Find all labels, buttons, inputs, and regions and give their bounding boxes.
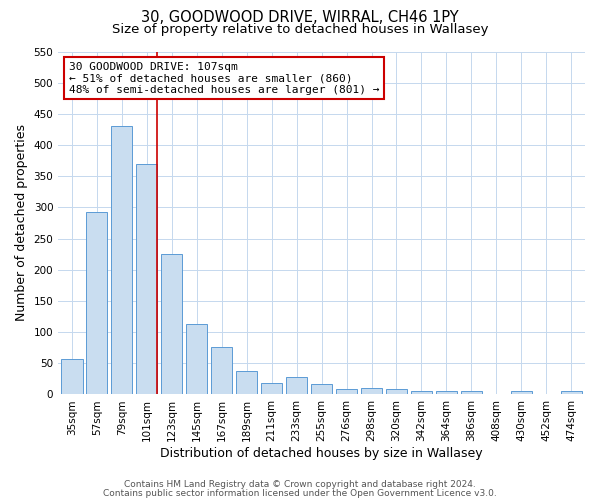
Bar [436,392,457,394]
Bar [361,388,382,394]
Y-axis label: Number of detached properties: Number of detached properties [15,124,28,322]
Text: Contains public sector information licensed under the Open Government Licence v3: Contains public sector information licen… [103,488,497,498]
Bar [61,359,83,394]
Bar [111,126,133,394]
Bar [236,372,257,394]
Bar [186,324,208,394]
Bar [336,390,357,394]
Text: Contains HM Land Registry data © Crown copyright and database right 2024.: Contains HM Land Registry data © Crown c… [124,480,476,489]
Text: 30 GOODWOOD DRIVE: 107sqm
← 51% of detached houses are smaller (860)
48% of semi: 30 GOODWOOD DRIVE: 107sqm ← 51% of detac… [69,62,379,95]
Bar [86,212,107,394]
Text: 30, GOODWOOD DRIVE, WIRRAL, CH46 1PY: 30, GOODWOOD DRIVE, WIRRAL, CH46 1PY [141,10,459,25]
Bar [386,390,407,394]
Bar [511,392,532,394]
Bar [560,392,582,394]
Bar [311,384,332,394]
Bar [461,390,482,394]
Bar [411,392,432,394]
Bar [161,254,182,394]
Bar [136,164,157,394]
Bar [211,347,232,395]
X-axis label: Distribution of detached houses by size in Wallasey: Distribution of detached houses by size … [160,447,483,460]
Bar [286,377,307,394]
Bar [261,383,282,394]
Text: Size of property relative to detached houses in Wallasey: Size of property relative to detached ho… [112,22,488,36]
